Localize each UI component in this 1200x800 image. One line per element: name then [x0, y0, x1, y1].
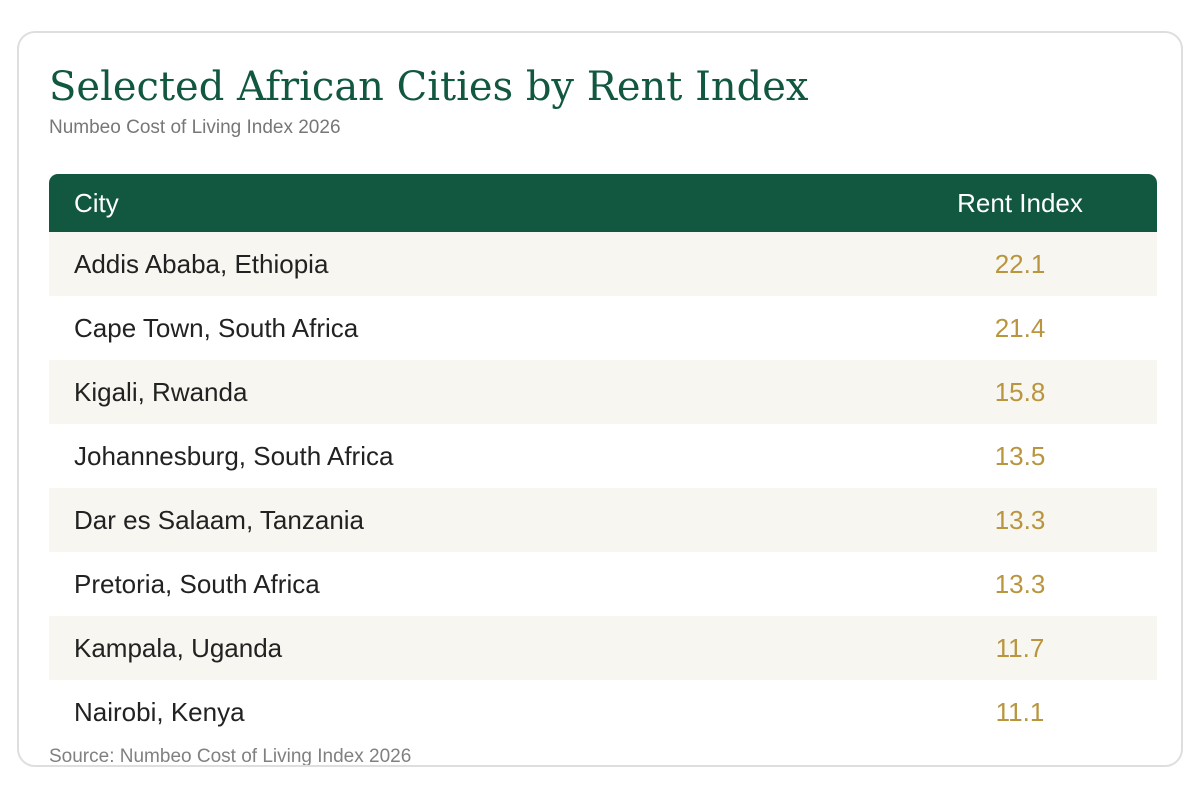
rent-index-cell: 13.5: [994, 440, 1046, 471]
city-cell: Dar es Salaam, Tanzania: [74, 504, 365, 535]
rent-index-cell: 11.7: [995, 632, 1045, 663]
column-header-city: City: [74, 187, 119, 218]
city-cell: Kigali, Rwanda: [74, 376, 248, 407]
city-cell: Pretoria, South Africa: [74, 568, 320, 599]
city-cell: Addis Ababa, Ethiopia: [74, 248, 329, 279]
rent-index-cell: 13.3: [994, 504, 1046, 535]
chart-card: Selected African Cities by Rent Index Nu…: [17, 31, 1183, 767]
table-row: Johannesburg, South Africa 13.5: [49, 424, 1157, 488]
chart-title: Selected African Cities by Rent Index: [49, 64, 809, 110]
rent-index-cell: 13.3: [994, 568, 1046, 599]
city-cell: Kampala, Uganda: [74, 632, 283, 663]
rent-index-cell: 21.4: [994, 312, 1046, 343]
table-row: Cape Town, South Africa 21.4: [49, 296, 1157, 360]
chart-subtitle: Numbeo Cost of Living Index 2026: [49, 117, 341, 138]
rent-index-cell: 11.1: [995, 696, 1045, 727]
city-cell: Nairobi, Kenya: [74, 696, 245, 727]
table-row: Addis Ababa, Ethiopia 22.1: [49, 232, 1157, 296]
rent-index-cell: 15.8: [994, 376, 1046, 407]
city-cell: Cape Town, South Africa: [74, 312, 359, 343]
table-row: Kampala, Uganda 11.7: [49, 616, 1157, 680]
table-header: City Rent Index: [49, 174, 1157, 232]
column-header-rent-index: Rent Index: [957, 187, 1083, 218]
city-cell: Johannesburg, South Africa: [74, 440, 394, 471]
table-row: Nairobi, Kenya 11.1: [49, 680, 1157, 744]
rent-index-table: City Rent Index Addis Ababa, Ethiopia 22.…: [49, 174, 1157, 744]
table-row: Pretoria, South Africa 13.3: [49, 552, 1157, 616]
table-row: Kigali, Rwanda 15.8: [49, 360, 1157, 424]
table-row: Dar es Salaam, Tanzania 13.3: [49, 488, 1157, 552]
source-note: Source: Numbeo Cost of Living Index 2026: [49, 746, 412, 767]
rent-index-cell: 22.1: [994, 248, 1046, 279]
table-body: Addis Ababa, Ethiopia 22.1 Cape Town, Sout…: [49, 232, 1157, 744]
